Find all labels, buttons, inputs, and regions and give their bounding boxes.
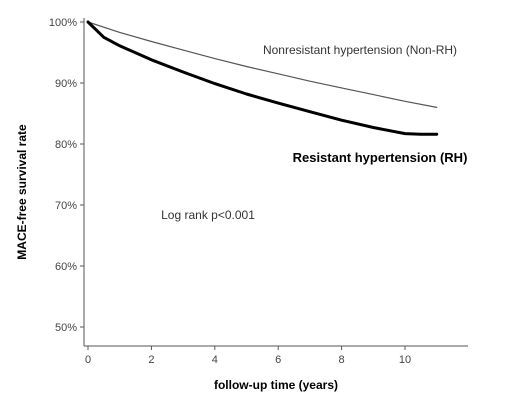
- y-tick-label: 90%: [55, 78, 77, 90]
- x-axis-ticks: 0 2 4 6 8 10: [85, 346, 411, 366]
- x-axis-title: follow-up time (years): [214, 378, 338, 392]
- x-tick-label: 10: [399, 354, 411, 366]
- y-tick-label: 80%: [55, 139, 77, 151]
- y-tick-label: 60%: [55, 261, 77, 273]
- y-axis-title: MACE-free survival rate: [15, 124, 29, 260]
- series-layer: [86, 20, 439, 136]
- log-rank-annotation: Log rank p<0.001: [161, 208, 255, 222]
- x-tick-label: 8: [339, 354, 345, 366]
- x-tick-label: 0: [85, 354, 91, 366]
- y-axis-ticks: 50% 60% 70% 80% 90% 100%: [49, 17, 84, 334]
- series-line-non-rh: [87, 21, 438, 108]
- series-line-rh: [86, 20, 439, 136]
- y-tick-label: 50%: [55, 322, 77, 334]
- x-tick-label: 2: [148, 354, 154, 366]
- y-tick-label: 100%: [49, 17, 77, 29]
- series-label-rh: Resistant hypertension (RH): [293, 150, 468, 165]
- x-tick-label: 6: [275, 354, 281, 366]
- series-label-non-rh: Nonresistant hypertension (Non-RH): [263, 43, 457, 57]
- x-tick-label: 4: [212, 354, 218, 366]
- y-tick-label: 70%: [55, 200, 77, 212]
